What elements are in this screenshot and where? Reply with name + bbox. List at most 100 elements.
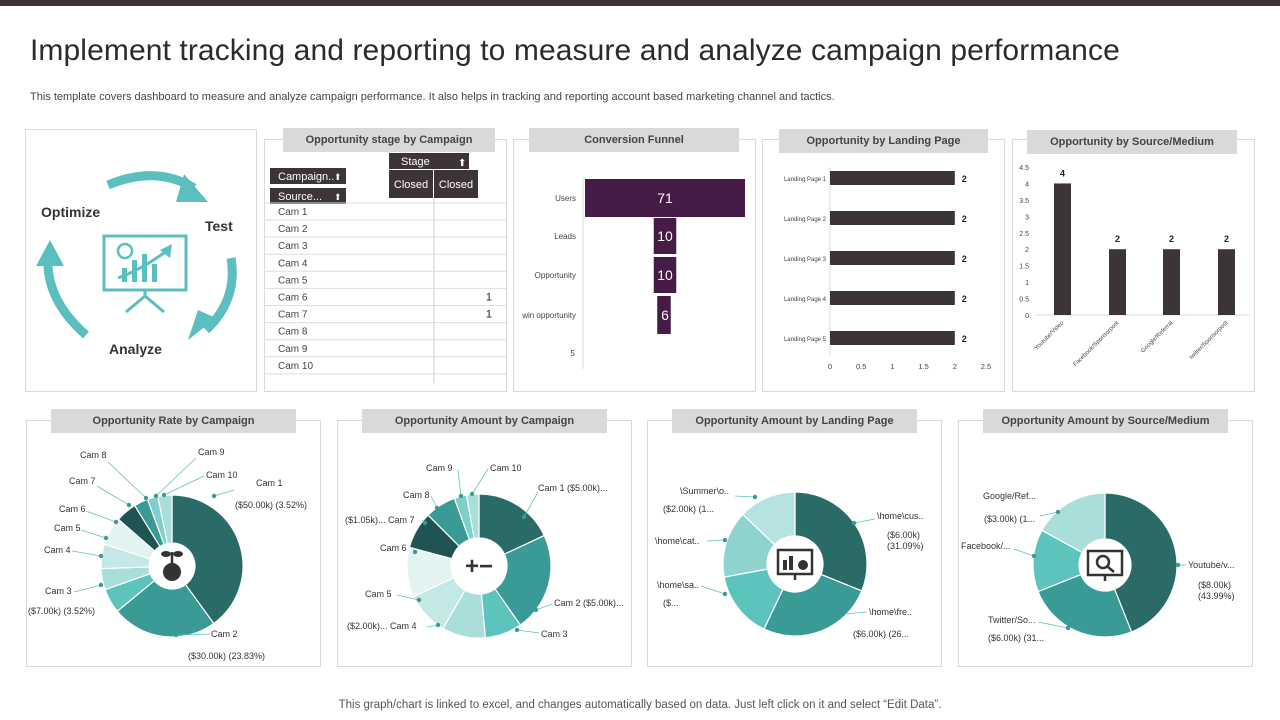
arrow-head-analyze: [188, 310, 216, 340]
rate-label-cam1: Cam 1: [256, 478, 283, 488]
landing-value-2: 2: [962, 214, 967, 224]
stage-header-box: [389, 153, 469, 169]
landing-donut-label-5: \Summer\o..: [680, 486, 729, 496]
cycle-card: Optimize Test Analyze: [25, 129, 257, 392]
amount-label-cam6: Cam 6: [380, 543, 407, 553]
source-donut-annotation-1: (43.99%): [1198, 591, 1235, 601]
filter-box-2: [270, 188, 346, 204]
landing-value-4: 2: [962, 294, 967, 304]
landing-donut-leader-1-dot: [851, 520, 857, 526]
analytics-icon-lens: [1095, 554, 1111, 570]
rate-leader-cam5-dot: [103, 535, 109, 541]
amount-label-cam4: ($2.00k)... Cam 4: [347, 621, 417, 631]
landing-donut-annotation-2: ($6.00k) (26...: [853, 629, 909, 639]
cycle-label-test: Test: [205, 218, 233, 234]
landing-donut-leader-3: [700, 585, 726, 595]
stage-col-box-1: [389, 170, 433, 198]
amount-source-title: Opportunity Amount by Source/Medium: [983, 409, 1228, 433]
source-donut-annotation-2: ($6.00k) (31...: [988, 633, 1044, 643]
rate-leader-cam7: [96, 485, 130, 506]
landing-xtick: 2.5: [981, 362, 991, 371]
landing-donut-leader-2-dot: [840, 611, 846, 617]
funnel-title: Conversion Funnel: [529, 128, 739, 152]
amount-label-cam5: Cam 5: [365, 589, 392, 599]
stage-row-label: Cam 2: [278, 224, 308, 235]
source-ytick: 0: [1025, 313, 1029, 320]
plant-icon-pot: [163, 563, 181, 581]
landing-donut-label-3: \home\sa..: [657, 580, 699, 590]
landing-bar-1: [830, 171, 955, 185]
rate-leader-cam4: [71, 550, 102, 557]
landing-donut-label-2: \home\fre..: [869, 607, 912, 617]
source-bar-1: [1054, 183, 1071, 315]
landing-category-2: Landing Page 2: [784, 217, 827, 223]
amount-source-donut: Youtube/v... ($8.00k)(43.99%) Twitter/So..…: [961, 491, 1235, 643]
amount-leader-cam2-dot: [533, 607, 539, 613]
source-donut-annotation-1: ($8.00k): [1198, 580, 1231, 590]
source-category-1: Youtube/Video: [1034, 320, 1066, 352]
source-ytick: 4: [1025, 181, 1029, 188]
funnel-category-1: Users: [555, 194, 576, 203]
source-donut-leader-3-dot: [1031, 553, 1037, 559]
amount-leader-cam7-dot: [422, 520, 428, 526]
source-ytick: 2: [1025, 247, 1029, 254]
source-bar-card: [1012, 139, 1255, 392]
source-bar-3: [1163, 249, 1180, 315]
rate-leader-cam2-dot: [173, 632, 179, 638]
source-donut-leader-1-dot: [1175, 562, 1181, 568]
funnel-value-2: 10: [657, 228, 673, 244]
amount-leader-cam2: [535, 603, 553, 611]
landing-donut-annotation-1: ($6.00k): [887, 530, 920, 540]
plant-icon-leaf-left: [161, 551, 171, 557]
analytics-icon-handle: [1107, 566, 1115, 573]
filter-box-1: [270, 168, 346, 184]
landing-category-3: Landing Page 3: [784, 257, 827, 263]
funnel-category-2: Leads: [554, 232, 576, 241]
stage-row-label: Cam 8: [278, 327, 308, 338]
landing-value-5: 2: [962, 334, 967, 344]
amount-campaign-donut-hole: [451, 538, 507, 594]
source-ytick: 0.5: [1019, 297, 1029, 304]
plant-icon-leaf-right: [173, 551, 183, 557]
amount-campaign-donut-slice-2: [494, 534, 552, 626]
source-bar-title: Opportunity by Source/Medium: [1027, 130, 1237, 154]
stage-row-label: Cam 3: [278, 241, 308, 252]
stage-sort-icon: ⬆: [458, 158, 466, 169]
source-donut-label-2: Twitter/So...: [988, 615, 1036, 625]
landing-donut-leader-1: [853, 518, 876, 524]
source-category-2: Facebook/Sponsorpost: [1073, 320, 1121, 368]
source-ytick: 4.5: [1019, 165, 1029, 172]
stage-row-label: Cam 6: [278, 293, 308, 304]
source-donut-label-1: Youtube/v...: [1188, 560, 1235, 570]
rate-annotation-cam1: ($50.00k) (3.52%): [235, 500, 307, 510]
footer-note: This graph/chart is linked to excel, and…: [338, 699, 942, 711]
amount-leader-cam8-dot: [434, 505, 440, 511]
amount-leader-cam10: [471, 468, 489, 495]
cycle-label-optimize: Optimize: [41, 204, 100, 220]
stage-row-label: Cam 4: [278, 258, 308, 269]
stage-row-value: 1: [486, 292, 492, 304]
rate-leader-cam5: [80, 529, 107, 539]
landing-donut-leader-2: [842, 611, 868, 615]
rate-leader-cam10: [163, 475, 205, 496]
landing-bar-4: [830, 291, 955, 305]
rate-annotation-cam3: ($7.00k) (3.52%): [28, 606, 95, 616]
monitor-icon-pie: [798, 560, 808, 570]
source-ytick: 1: [1025, 280, 1029, 287]
monitor-icon-bar-2: [789, 556, 793, 570]
rate-leader-cam8: [107, 461, 147, 499]
landing-bar-2: [830, 211, 955, 225]
monitor-icon-bar-1: [783, 560, 787, 570]
arrow-head-test: [176, 174, 208, 202]
rate-leader-cam2: [175, 633, 211, 636]
funnel-category-4: win opportunity: [521, 311, 576, 320]
source-donut-annotation-4: ($3.00k) (1...: [984, 514, 1035, 524]
landing-donut-annotation-1: (31.09%): [887, 541, 924, 551]
funnel-category-3: Opportunity: [535, 271, 576, 280]
funnel-bar-1: [585, 179, 745, 217]
stage-col-label-2: Closed: [439, 179, 473, 191]
rate-label-cam8: Cam 8: [80, 450, 107, 460]
amount-label-cam10: Cam 10: [490, 463, 522, 473]
amount-leader-cam1-dot: [521, 514, 527, 520]
funnel-bar-2: [653, 218, 677, 254]
